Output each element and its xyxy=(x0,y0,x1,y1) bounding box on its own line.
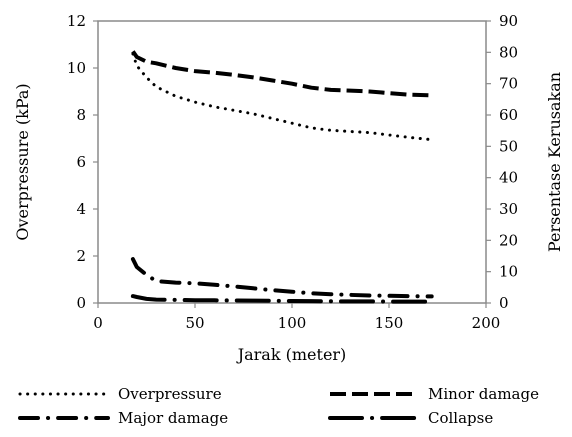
x-tick-label: 50 xyxy=(185,314,204,332)
y-right-tick-label: 30 xyxy=(499,200,518,218)
series-line-major-damage xyxy=(130,257,434,299)
legend-label-collapse: Collapse xyxy=(428,409,493,427)
y-right-tick-label: 40 xyxy=(499,169,518,187)
y-left-tick-label: 0 xyxy=(76,294,86,312)
series-line-collapse xyxy=(130,294,434,304)
x-tick-label: 0 xyxy=(93,314,103,332)
y-right-tick-label: 0 xyxy=(499,294,509,312)
y-right-tick-label: 50 xyxy=(499,137,518,155)
x-axis-title: Jarak (meter) xyxy=(236,345,347,364)
axis-ticks: 0 50 100 150 200 0 2 4 6 8 10 12 0 10 20 30 40 50 60 70 80 90 xyxy=(67,12,518,332)
y-right-tick-label: 20 xyxy=(499,231,518,249)
y-right-tick-label: 70 xyxy=(499,75,518,93)
y-left-tick-label: 12 xyxy=(67,12,86,30)
legend-label-minor-damage: Minor damage xyxy=(428,385,539,403)
legend-label-overpressure: Overpressure xyxy=(118,385,222,403)
x-tick-label: 100 xyxy=(278,314,307,332)
y-left-tick-label: 10 xyxy=(67,59,86,77)
y-right-tick-label: 90 xyxy=(499,12,518,30)
legend-label-major-damage: Major damage xyxy=(118,409,228,427)
y-left-tick-label: 4 xyxy=(76,200,86,218)
x-tick-label: 150 xyxy=(375,314,404,332)
y-left-tick-label: 2 xyxy=(76,247,86,265)
x-tick-label: 200 xyxy=(472,314,501,332)
y-axis-title-left: Overpressure (kPa) xyxy=(13,83,32,240)
y-right-tick-label: 80 xyxy=(499,43,518,61)
series-line-minor-damage xyxy=(131,50,432,98)
y-right-tick-label: 10 xyxy=(499,263,518,281)
y-left-tick-label: 8 xyxy=(76,106,86,124)
series-layer xyxy=(130,50,434,304)
y-axis-title-right: Persentase Kerusakan xyxy=(545,72,564,252)
y-left-tick-label: 6 xyxy=(76,153,86,171)
y-right-tick-label: 60 xyxy=(499,106,518,124)
series-line-overpressure xyxy=(131,52,434,142)
legend: Overpressure Minor damage Major damage Coll… xyxy=(18,385,539,427)
